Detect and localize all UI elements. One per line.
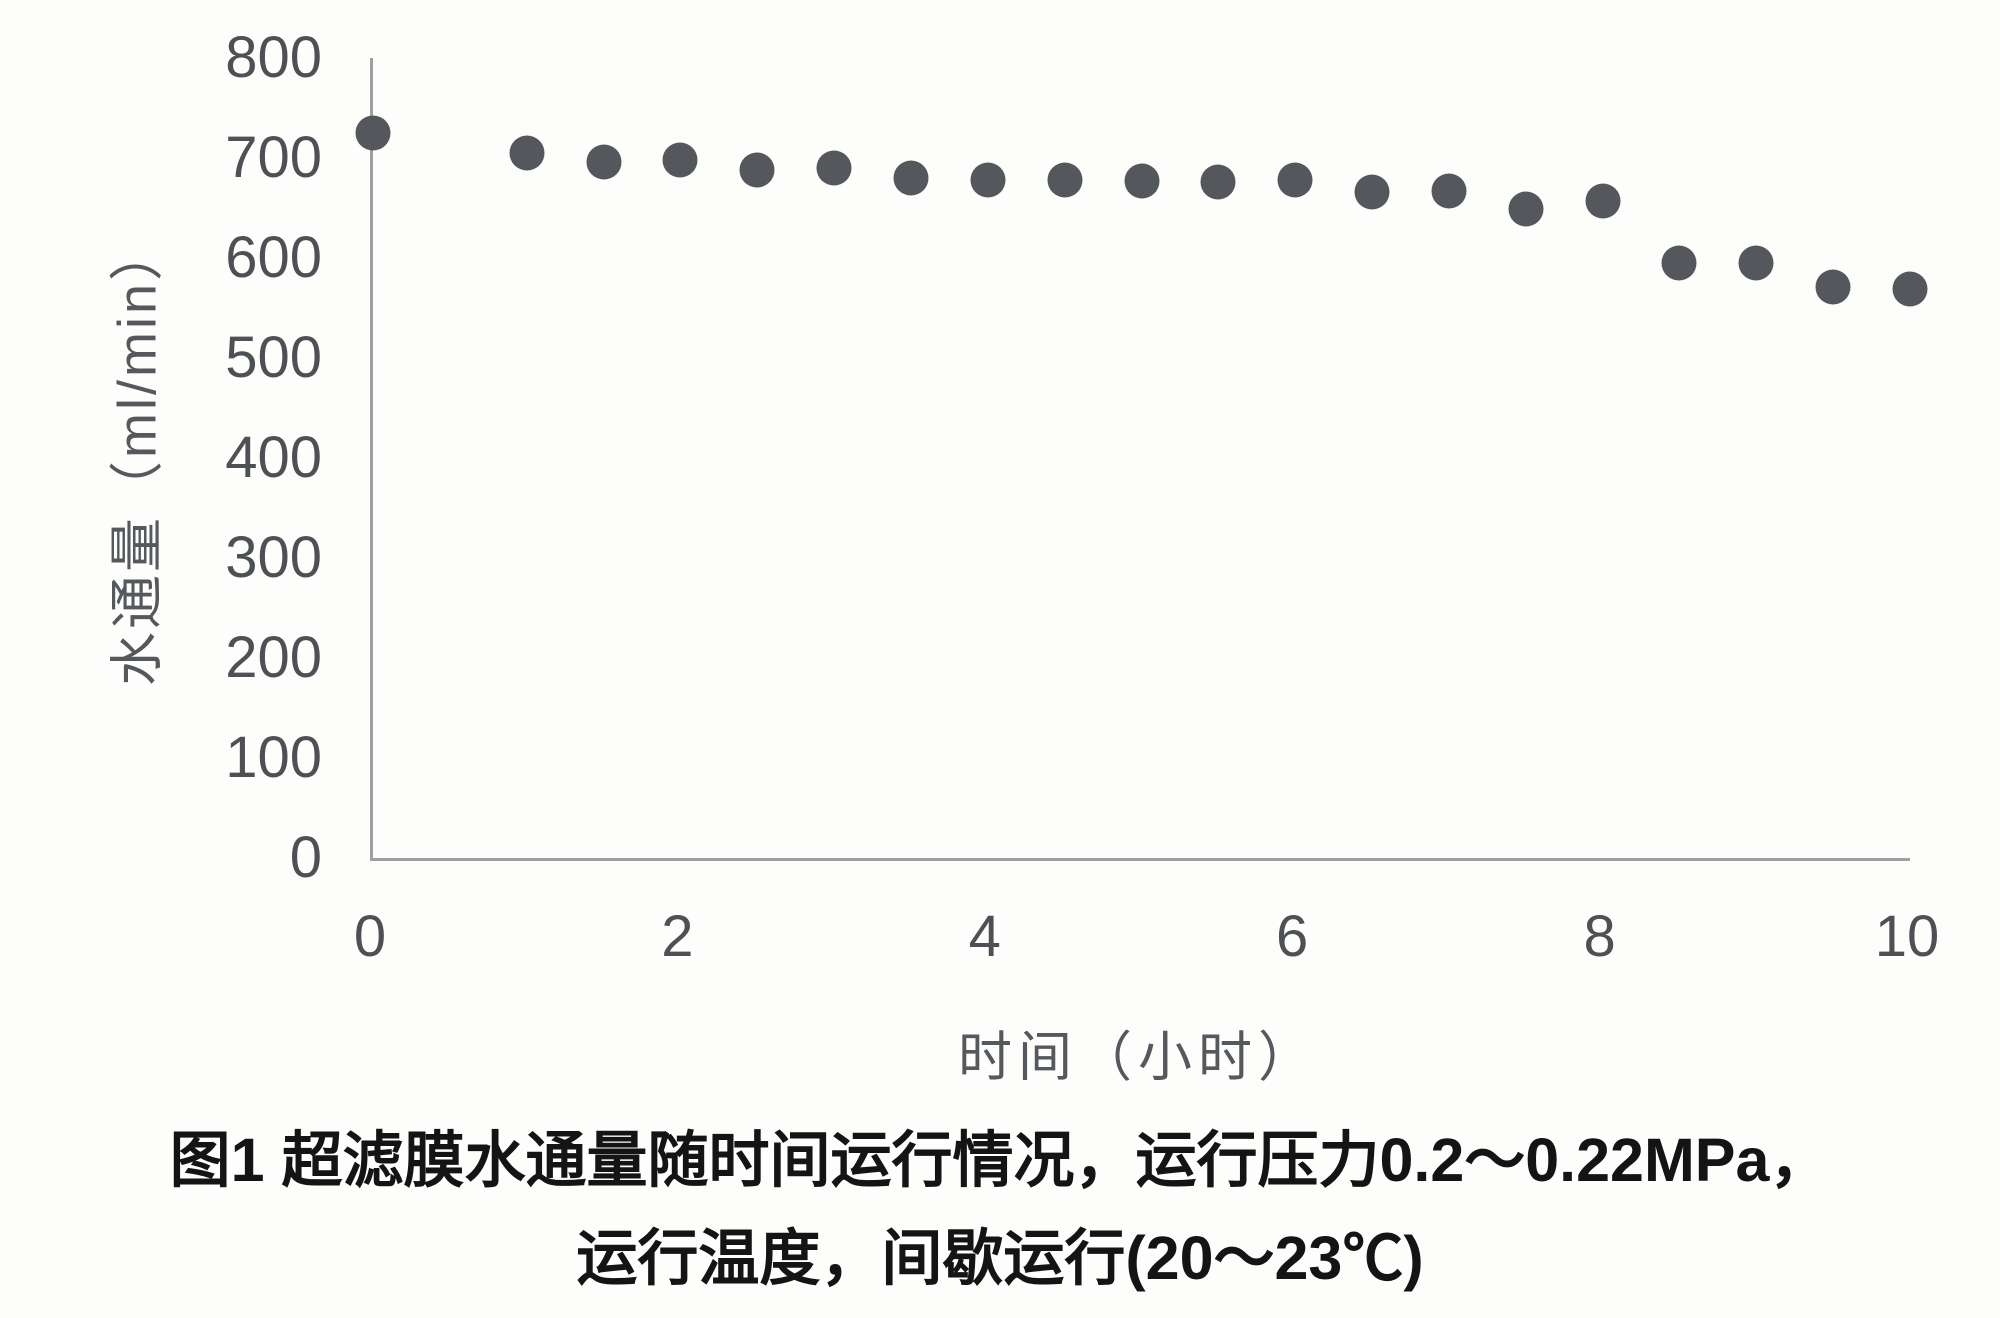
data-point	[1892, 271, 1928, 307]
data-point	[1354, 174, 1390, 210]
data-point	[1431, 173, 1467, 209]
figure-caption-line-1: 图1 超滤膜水通量随时间运行情况，运行压力0.2～0.22MPa，	[169, 1126, 1831, 1194]
x-tick-label: 2	[661, 904, 694, 969]
y-tick-label: 200	[225, 625, 322, 690]
data-point	[1738, 245, 1774, 281]
data-point	[816, 150, 852, 186]
data-point	[662, 142, 698, 178]
x-axis-title: 时间（小时）	[958, 1027, 1318, 1088]
data-point	[739, 152, 775, 188]
data-point	[1047, 162, 1083, 198]
scatter-plot-area	[355, 58, 1928, 861]
figure-caption-line-2: 运行温度，间歇运行(20～23℃)	[576, 1223, 1424, 1292]
data-point	[509, 135, 545, 171]
x-tick-label: 4	[968, 904, 1001, 969]
y-tick-label: 800	[225, 25, 322, 90]
y-tick-label: 0	[289, 825, 322, 890]
y-tick-label: 500	[225, 325, 322, 390]
x-tick-label: 8	[1583, 904, 1616, 969]
data-point	[1200, 164, 1236, 200]
data-point	[1815, 269, 1851, 305]
data-point	[1585, 183, 1621, 219]
data-point	[1661, 245, 1697, 281]
data-point	[586, 144, 622, 180]
data-point	[1277, 162, 1313, 198]
y-tick-label: 300	[225, 525, 322, 590]
y-tick-label: 400	[225, 425, 322, 490]
y-axis-tick-labels: 0 100 200 300 400 500 600 700 800	[0, 29, 346, 887]
y-tick-label: 700	[225, 125, 322, 190]
data-point	[970, 162, 1006, 198]
y-tick-label: 100	[225, 725, 322, 790]
x-tick-label: 6	[1276, 904, 1309, 969]
x-tick-label: 0	[353, 904, 387, 969]
y-tick-label: 600	[225, 225, 322, 290]
data-point	[355, 115, 391, 151]
x-axis-tick-labels: 0 2 4 6 8 10	[354, 904, 1939, 978]
data-point	[1508, 191, 1544, 227]
data-point	[1124, 163, 1159, 199]
figure-caption: 图1 超滤膜水通量随时间运行情况，运行压力0.2～0.22MPa， 运行温度，间…	[0, 1112, 2000, 1307]
data-point	[893, 160, 929, 196]
x-tick-label: 10	[1874, 904, 1940, 969]
